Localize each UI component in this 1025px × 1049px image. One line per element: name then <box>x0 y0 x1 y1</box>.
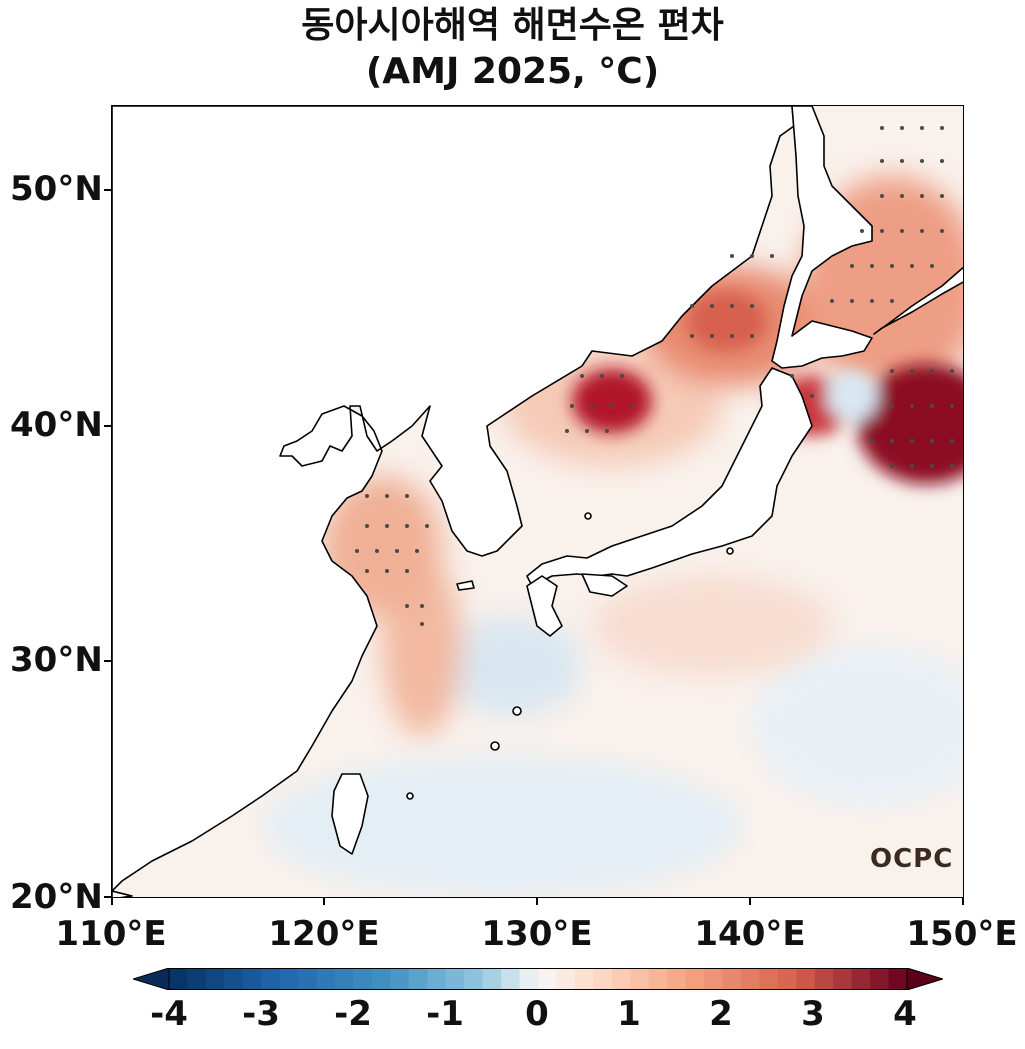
honshu <box>526 367 813 587</box>
taiwan <box>331 773 369 855</box>
lon-label-110e: 110°E <box>55 914 167 954</box>
cool-eddy <box>826 370 878 422</box>
cool-anomaly-ecs <box>442 616 582 716</box>
sst-anomaly-map: OCPC <box>111 105 964 898</box>
colorbar-cell <box>574 968 594 990</box>
lon-label-150e: 150°E <box>906 914 1018 954</box>
colorbar-cell <box>169 968 188 990</box>
colorbar-cell <box>353 968 373 990</box>
sakhalin-hokkaido <box>771 106 873 369</box>
colorbar-cell <box>242 968 262 990</box>
colorbar-cell <box>667 968 687 990</box>
colorbar-cell <box>759 968 779 990</box>
colorbar-cell <box>298 968 318 990</box>
lon-tick <box>111 898 113 905</box>
cool-anomaly-south <box>262 756 742 896</box>
kamchatka-kuril <box>873 266 963 335</box>
stipple-east-sea <box>565 254 774 433</box>
colorbar-label: 4 <box>893 994 917 1034</box>
colorbar-label: 2 <box>709 994 733 1034</box>
colorbar-cell <box>888 968 908 990</box>
ocpc-logo: OCPC <box>870 844 954 874</box>
hot-spot-east-sea <box>572 369 652 433</box>
hainan-coast <box>112 890 133 897</box>
colorbar-cell <box>261 968 281 990</box>
colorbar-cell <box>427 968 447 990</box>
lat-tick <box>104 189 111 191</box>
colorbar-cell <box>279 968 299 990</box>
colorbar-cell <box>556 968 576 990</box>
colorbar-cell <box>501 968 521 990</box>
colorbar-cell <box>519 968 539 990</box>
lon-tick <box>962 898 964 905</box>
colorbar-label: 0 <box>525 994 549 1034</box>
colorbar <box>133 968 943 990</box>
colorbar-label: -2 <box>334 994 372 1034</box>
colorbar-label: 1 <box>617 994 641 1034</box>
colorbar-cell <box>777 968 797 990</box>
significance-stipple <box>355 126 954 626</box>
lon-tick <box>749 898 751 905</box>
stipple-yellow-sea <box>355 494 429 626</box>
colorbar-cell <box>390 968 410 990</box>
colorbar-label: -3 <box>242 994 280 1034</box>
colorbar-cell <box>538 968 557 990</box>
land-masses <box>112 106 963 897</box>
lat-tick <box>104 896 111 898</box>
colorbar-cell <box>796 968 816 990</box>
kyushu-shikoku <box>526 573 628 637</box>
jeju <box>456 580 475 591</box>
colorbar-cell <box>316 968 336 990</box>
map-subtitle: (AMJ 2025, °C) <box>365 51 660 92</box>
colorbar-cell <box>371 968 391 990</box>
lat-label-50n: 50°N <box>10 169 103 209</box>
colorbar-cell <box>630 968 650 990</box>
lon-label-130e: 130°E <box>481 914 593 954</box>
lat-label-20n: 20°N <box>10 877 103 917</box>
colorbar-cell <box>187 968 207 990</box>
sst-field <box>112 106 963 897</box>
colorbar-label: -4 <box>150 994 188 1034</box>
colorbar-cell <box>224 968 244 990</box>
colorbar-label: -1 <box>426 994 464 1034</box>
lon-label-140e: 140°E <box>694 914 806 954</box>
asia-mainland <box>112 106 795 892</box>
colorbar-cell <box>408 968 428 990</box>
colorbar-cell <box>740 968 760 990</box>
lon-tick <box>323 898 325 905</box>
lat-tick <box>104 425 111 427</box>
lon-label-120e: 120°E <box>268 914 380 954</box>
stipple-kuroshio <box>790 369 954 468</box>
colorbar-cell <box>611 968 631 990</box>
colorbar-cell <box>814 968 834 990</box>
colorbar-cell <box>593 968 613 990</box>
colorbar-cell <box>870 968 890 990</box>
colorbar-cell <box>464 968 484 990</box>
stipple-okhotsk <box>830 126 944 303</box>
colorbar-cell <box>722 968 742 990</box>
colorbar-min-arrow <box>133 968 170 990</box>
colorbar-cell <box>833 968 853 990</box>
lat-label-40n: 40°N <box>10 405 103 445</box>
colorbar-cell <box>704 968 723 990</box>
warm-anomaly-pacific <box>592 576 832 676</box>
lon-tick <box>536 898 538 905</box>
colorbar-cell <box>482 968 502 990</box>
colorbar-max-arrow <box>906 968 943 990</box>
lat-tick <box>104 660 111 662</box>
colorbar-cell <box>648 968 668 990</box>
colorbar-cell <box>335 968 354 990</box>
colorbar-cell <box>851 968 871 990</box>
colorbar-cell <box>685 968 705 990</box>
colorbar-cell <box>205 968 225 990</box>
lat-label-30n: 30°N <box>10 640 103 680</box>
colorbar-label: 3 <box>801 994 825 1034</box>
hot-spot-kuroshio-ext <box>857 364 963 484</box>
hot-spot-north <box>687 291 767 351</box>
cool-anomaly-east <box>752 646 963 806</box>
colorbar-cell <box>445 968 465 990</box>
map-title: 동아시아해역 해면수온 편차 <box>301 5 724 46</box>
